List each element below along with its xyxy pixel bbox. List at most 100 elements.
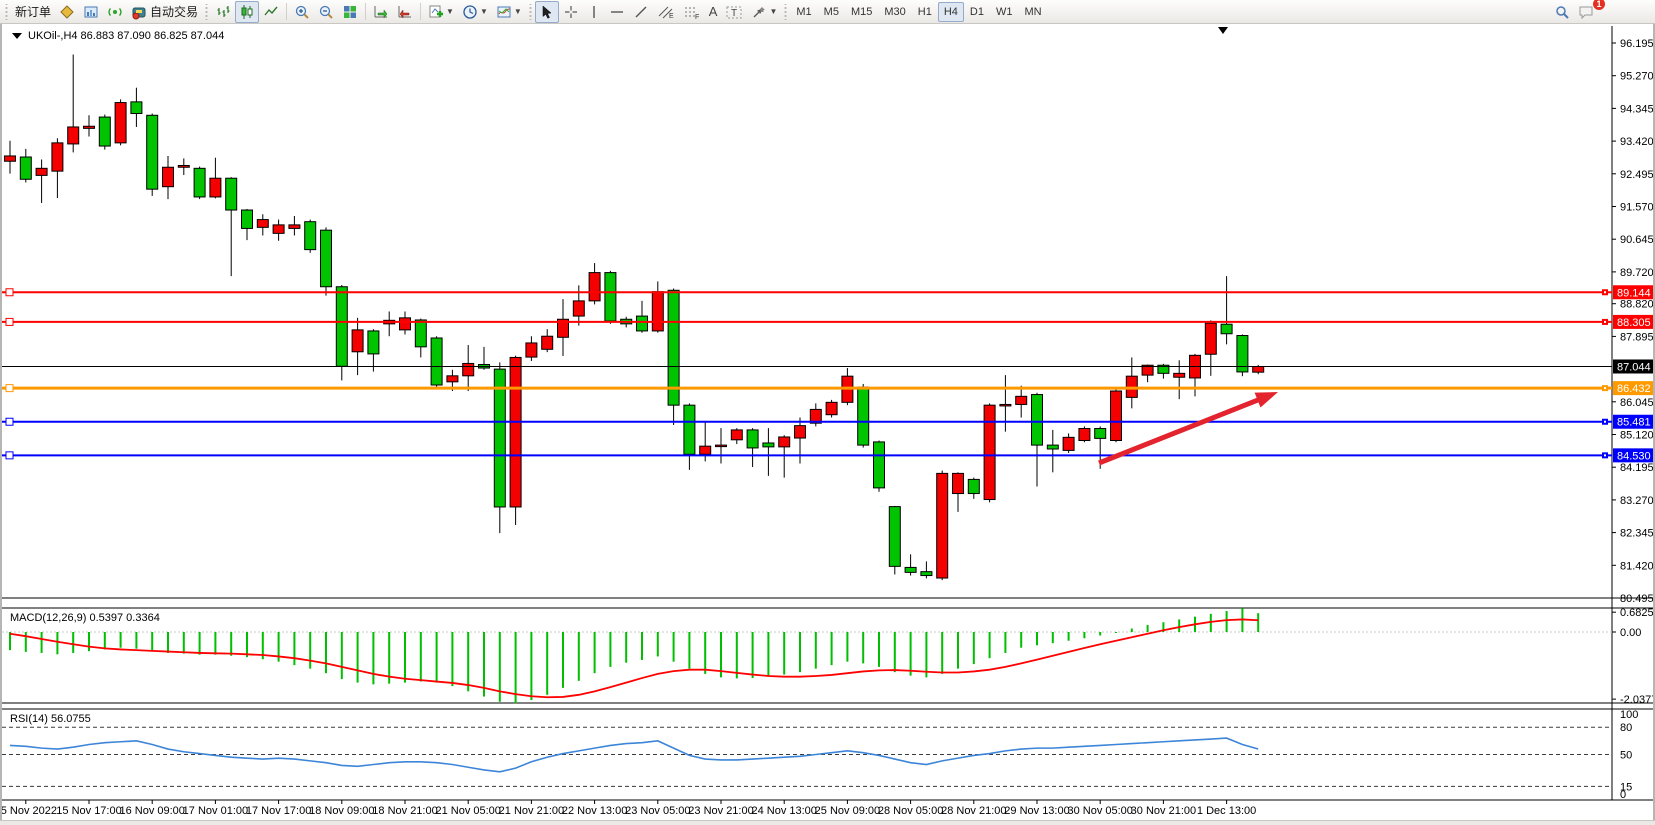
tile-windows-icon[interactable] [338, 1, 362, 23]
date-axis-label: 21 Nov 05:00 [435, 805, 500, 817]
candle-up [351, 329, 364, 353]
candle-chart-mode-icon[interactable] [235, 0, 260, 23]
price-badge-label: 85.481 [1617, 417, 1651, 429]
toolbar-drag-handle[interactable] [4, 3, 9, 20]
candle-up [825, 401, 838, 416]
line-chart-mode-icon[interactable] [259, 1, 283, 23]
candle-up [936, 472, 949, 579]
trendline-tool-icon[interactable] [629, 1, 653, 23]
zoom-in-icon[interactable] [290, 1, 314, 23]
periods-button[interactable]: ▼ [458, 1, 492, 23]
auto-trading-button[interactable]: 自动交易 [127, 1, 202, 23]
timeframe-button-d1[interactable]: D1 [969, 5, 984, 18]
date-axis-label: 29 Nov 13:00 [1004, 805, 1069, 817]
horizontal-line-tool-icon[interactable] [605, 1, 629, 23]
candle-up [288, 224, 301, 229]
price-axis-label: 81.420 [1620, 560, 1653, 572]
macd-histogram-bar [467, 632, 470, 692]
price-badge-label: 88.305 [1617, 317, 1651, 329]
trend-arrow-head[interactable] [1254, 392, 1278, 408]
bar-chart-mode-icon[interactable] [211, 1, 235, 23]
timeframe-button-m5[interactable]: M5 [823, 5, 839, 18]
macd-histogram-bar [609, 632, 612, 667]
price-badge-label: 89.144 [1617, 287, 1651, 299]
rsi-axis-label: 50 [1620, 750, 1632, 762]
macd-histogram-bar [672, 632, 675, 662]
chart-plot[interactable]: 89.144 88.305 87.044 86.432 85.481 84.530 96.1… [0, 24, 1655, 820]
price-axis-label: 92.495 [1620, 169, 1653, 181]
text-label-tool-icon[interactable]: T [721, 1, 747, 23]
price-axis-label: 89.720 [1620, 267, 1653, 279]
candle-down [857, 386, 870, 446]
timeframe-button-mn[interactable]: MN [1024, 5, 1042, 18]
cursor-tool-icon[interactable] [534, 0, 559, 23]
macd-histogram-bar [88, 632, 90, 652]
toolbar-drag-handle[interactable] [204, 3, 210, 20]
new-order-button[interactable]: 新订单 [11, 1, 55, 23]
search-icon[interactable] [1550, 1, 1574, 23]
notification-count-badge: 1 [1593, 0, 1605, 10]
line-handle-right-dot [1604, 320, 1606, 323]
macd-histogram-bar [846, 632, 849, 662]
toolbar-drag-handle[interactable] [527, 3, 533, 20]
candle-up [83, 125, 95, 129]
timeframe-button-m1[interactable]: M1 [796, 5, 812, 18]
zoom-out-icon[interactable] [314, 1, 338, 23]
chart-shift-icon[interactable] [393, 1, 417, 23]
candle-up [983, 404, 996, 501]
macd-histogram-bar [261, 632, 264, 660]
macd-histogram-bar [862, 632, 865, 664]
crosshair-tool-icon[interactable] [559, 1, 583, 23]
candle-up [730, 429, 743, 441]
line-handle-left[interactable] [5, 317, 14, 326]
add-indicator-button[interactable]: ▼ [424, 1, 458, 23]
candle-down [888, 506, 901, 567]
line-handle-left[interactable] [5, 288, 14, 297]
text-tool-icon[interactable]: A [708, 4, 718, 19]
candle-down [19, 156, 32, 180]
candle-down [493, 368, 506, 508]
timeframe-button-h1[interactable]: H1 [917, 5, 932, 18]
notifications-button[interactable]: 1 [1574, 0, 1605, 23]
price-axis-label: 84.195 [1620, 462, 1653, 474]
macd-histogram-bar [119, 632, 122, 648]
date-axis-label: 30 Nov 05:00 [1067, 805, 1132, 817]
chart-shift-marker[interactable] [1218, 27, 1228, 34]
macd-histogram-bar [972, 632, 975, 665]
signal-icon[interactable] [103, 1, 127, 23]
line-handle-left[interactable] [5, 384, 14, 393]
candle-down [241, 209, 253, 229]
macd-histogram-bar [182, 632, 185, 654]
timeframe-button-m30[interactable]: M30 [884, 5, 906, 18]
date-axis-label: 15 Nov 17:00 [56, 805, 121, 817]
macd-histogram-bar [735, 632, 738, 679]
line-handle-left[interactable] [5, 417, 14, 426]
price-badge-label: 86.432 [1617, 383, 1651, 395]
candle-down [762, 442, 775, 448]
vertical-line-tool-icon[interactable] [583, 1, 605, 23]
fibonacci-tool-icon[interactable]: F [679, 1, 705, 23]
line-handle-left[interactable] [5, 451, 14, 460]
toolbar-drag-handle[interactable] [783, 3, 789, 20]
date-axis-label: 23 Nov 05:00 [625, 805, 690, 817]
price-badge [1613, 359, 1653, 374]
candle-up [209, 177, 222, 198]
profile-icon[interactable] [55, 1, 79, 23]
candle-down [98, 116, 111, 147]
timeframe-button-m15[interactable]: M15 [850, 5, 873, 18]
templates-button[interactable]: ▼ [492, 1, 526, 23]
channel-tool-icon[interactable]: E [653, 1, 679, 23]
macd-histogram-bar [1067, 632, 1070, 641]
price-axis-label: 94.345 [1620, 103, 1653, 115]
candle-down [367, 330, 380, 355]
auto-scroll-icon[interactable] [369, 1, 393, 23]
arrows-tool-button[interactable]: ▼ [747, 1, 781, 23]
candle-down [130, 101, 143, 115]
chart-menu-triangle-icon[interactable] [12, 33, 22, 39]
market-watch-icon[interactable] [79, 1, 103, 23]
trend-arrow-line[interactable] [1098, 395, 1265, 466]
price-axis-label: 91.570 [1620, 201, 1653, 213]
timeframe-button-w1[interactable]: W1 [995, 5, 1013, 18]
timeframe-button-h4[interactable]: H4 [937, 1, 964, 22]
